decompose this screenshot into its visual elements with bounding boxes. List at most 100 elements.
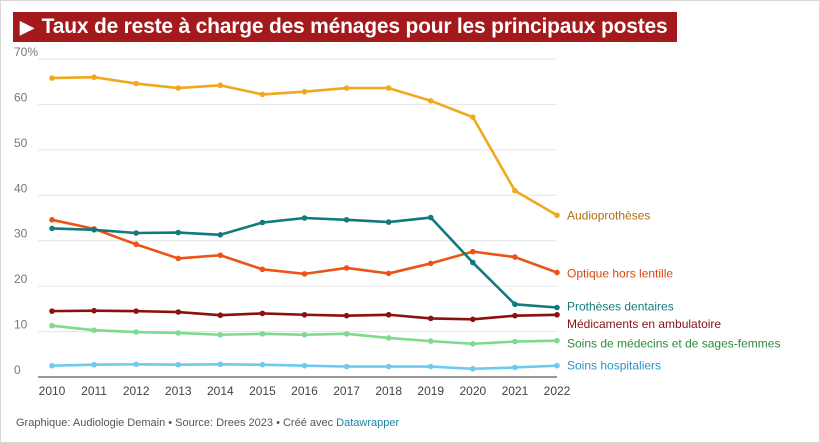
data-point-optique-hors-lentille (217, 252, 224, 259)
chart-footer: Graphique: Audiologie Demain • Source: D… (16, 417, 399, 429)
series-label-protheses-dentaires: Prothèses dentaires (567, 299, 674, 313)
series-optique-hors-lentille (49, 217, 560, 277)
data-point-medicaments-en-ambulatoire (385, 311, 392, 318)
data-point-medicaments-en-ambulatoire (470, 316, 476, 323)
data-point-protheses-dentaires (512, 301, 518, 308)
data-point-audioprotheses (259, 91, 266, 98)
data-point-soins-hospitaliers (343, 363, 350, 370)
data-point-soins-hospitaliers (301, 362, 308, 369)
x-tick-label: 2022 (544, 384, 571, 398)
data-point-medicaments-en-ambulatoire (133, 308, 139, 314)
data-point-protheses-dentaires (217, 232, 224, 238)
data-point-soins-de-medecins-et-de-sages-femmes (343, 331, 350, 337)
chart-title-text: Taux de reste à charge des ménages pour … (41, 15, 668, 38)
y-tick-label: 20 (14, 272, 28, 286)
x-tick-label: 2015 (249, 384, 276, 398)
series-label-medicaments-en-ambulatoire: Médicaments en ambulatoire (567, 317, 721, 331)
data-point-soins-de-medecins-et-de-sages-femmes (217, 331, 224, 338)
series-end-labels: Audioprothèses Optique hors lentille Proth… (567, 208, 780, 372)
x-tick-label: 2010 (39, 384, 66, 398)
data-point-audioprotheses (343, 85, 350, 91)
data-point-soins-hospitaliers (470, 366, 476, 372)
data-point-medicaments-en-ambulatoire (512, 312, 518, 319)
y-tick-label: 70% (14, 45, 38, 59)
x-tick-label: 2011 (81, 384, 107, 398)
data-point-audioprotheses (427, 97, 434, 104)
data-point-protheses-dentaires (259, 219, 266, 226)
data-point-soins-de-medecins-et-de-sages-femmes (554, 337, 560, 344)
series-line-optique-hors-lentille (50, 218, 559, 276)
data-point-protheses-dentaires (49, 225, 55, 232)
data-point-audioprotheses (217, 82, 224, 89)
data-point-protheses-dentaires (427, 214, 434, 221)
data-point-audioprotheses (554, 212, 560, 219)
data-point-optique-hors-lentille (554, 269, 560, 276)
x-tick-label: 2017 (333, 384, 360, 398)
data-point-soins-hospitaliers (554, 362, 560, 369)
y-tick-label: 60 (14, 90, 28, 104)
data-point-audioprotheses (385, 85, 392, 91)
data-point-soins-hospitaliers (91, 361, 97, 368)
data-point-soins-hospitaliers (385, 363, 392, 370)
y-tick-label: 10 (14, 318, 28, 332)
data-point-audioprotheses (49, 75, 55, 81)
data-point-medicaments-en-ambulatoire (301, 311, 308, 318)
series-medicaments-en-ambulatoire (49, 307, 560, 323)
data-point-optique-hors-lentille (301, 271, 308, 277)
series-label-soins-hospitaliers: Soins hospitaliers (567, 359, 661, 373)
series-audioprotheses (49, 74, 560, 219)
data-point-protheses-dentaires (385, 219, 392, 225)
data-point-soins-de-medecins-et-de-sages-femmes (133, 329, 139, 335)
data-point-medicaments-en-ambulatoire (91, 307, 97, 314)
x-tick-label: 2020 (459, 384, 486, 398)
data-point-optique-hors-lentille (512, 254, 518, 260)
data-point-soins-de-medecins-et-de-sages-femmes (470, 341, 476, 347)
series-soins-hospitaliers (49, 361, 560, 372)
data-point-soins-de-medecins-et-de-sages-femmes (385, 335, 392, 341)
x-axis-ticks: 2010 2011 2012 2013 2014 2015 2016 2017 2018 2019… (39, 384, 571, 398)
data-point-optique-hors-lentille (343, 265, 350, 271)
data-point-soins-de-medecins-et-de-sages-femmes (301, 331, 308, 338)
data-point-protheses-dentaires (91, 227, 97, 233)
data-point-protheses-dentaires (175, 229, 182, 236)
data-point-optique-hors-lentille (470, 248, 476, 255)
data-point-soins-hospitaliers (512, 364, 518, 371)
data-point-protheses-dentaires (133, 230, 139, 236)
series-line-audioprotheses (50, 75, 559, 217)
x-tick-label: 2021 (502, 384, 529, 398)
data-point-audioprotheses (175, 85, 182, 91)
data-point-optique-hors-lentille (49, 217, 55, 223)
data-point-optique-hors-lentille (259, 266, 266, 273)
data-point-soins-de-medecins-et-de-sages-femmes (427, 338, 434, 344)
x-tick-label: 2012 (123, 384, 150, 398)
data-point-optique-hors-lentille (133, 241, 139, 248)
data-point-soins-de-medecins-et-de-sages-femmes (91, 327, 97, 334)
data-point-audioprotheses (512, 187, 518, 194)
data-point-medicaments-en-ambulatoire (175, 309, 182, 315)
data-point-optique-hors-lentille (385, 270, 392, 277)
data-point-audioprotheses (91, 74, 97, 80)
data-point-audioprotheses (301, 88, 308, 95)
data-point-protheses-dentaires (343, 217, 350, 223)
data-point-medicaments-en-ambulatoire (343, 312, 350, 319)
data-point-soins-hospitaliers (49, 362, 55, 369)
data-point-soins-hospitaliers (427, 363, 434, 370)
series-label-audioprotheses: Audioprothèses (567, 208, 650, 222)
y-tick-label: 30 (14, 227, 28, 241)
data-point-medicaments-en-ambulatoire (259, 310, 266, 317)
x-tick-label: 2016 (291, 384, 318, 398)
footer-credit: Graphique: Audiologie Demain • Source: D… (16, 417, 337, 429)
data-point-soins-de-medecins-et-de-sages-femmes (259, 331, 266, 337)
series-soins-de-medecins-et-de-sages-femmes (49, 322, 560, 347)
data-point-protheses-dentaires (470, 259, 476, 266)
x-tick-label: 2014 (207, 384, 234, 398)
data-point-soins-de-medecins-et-de-sages-femmes (49, 322, 55, 329)
data-point-soins-hospitaliers (175, 361, 182, 368)
data-point-audioprotheses (133, 80, 139, 87)
data-point-protheses-dentaires (554, 304, 560, 311)
series-label-soins-de-medecins-et-de-sages-femmes: Soins de médecins et de sages-femmes (567, 337, 780, 351)
series-label-optique-hors-lentille: Optique hors lentille (567, 267, 673, 281)
y-tick-label: 0 (14, 363, 21, 377)
datawrapper-link[interactable]: Datawrapper (336, 417, 400, 429)
